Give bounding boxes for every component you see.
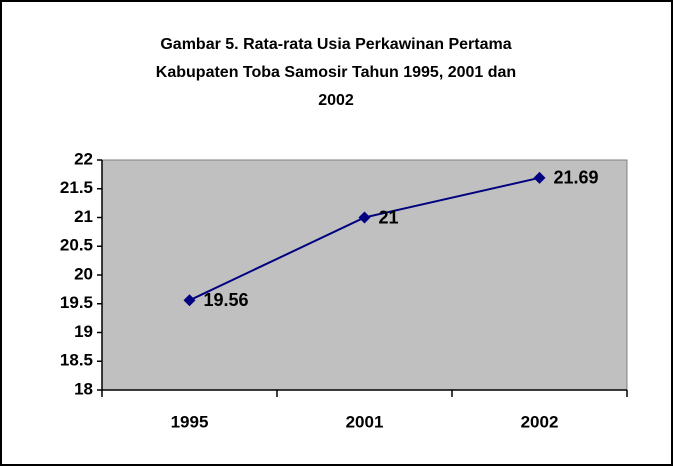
data-label: 21.69 — [554, 168, 599, 188]
marker — [358, 211, 371, 224]
data-label: 21 — [379, 207, 399, 227]
y-tick-label: 22 — [74, 149, 93, 168]
marker — [183, 294, 196, 307]
x-tick-label: 2001 — [346, 412, 384, 431]
y-tick-label: 19 — [74, 322, 93, 341]
y-tick-label: 18.5 — [60, 351, 93, 370]
y-tick-label: 21.5 — [60, 178, 93, 197]
chart-title: Kabupaten Toba Samosir Tahun 1995, 2001 … — [156, 64, 516, 81]
chart-title: Gambar 5. Rata-rata Usia Perkawinan Pert… — [160, 36, 511, 53]
y-tick-label: 20.5 — [60, 236, 93, 255]
y-tick-label: 21 — [74, 207, 93, 226]
y-tick-label: 20 — [74, 264, 93, 283]
marker — [533, 171, 546, 184]
y-tick-label: 18 — [74, 379, 93, 398]
data-label: 19.56 — [204, 290, 249, 310]
chart-title: 2002 — [318, 92, 354, 109]
x-tick-label: 1995 — [171, 412, 209, 431]
x-tick-label: 2002 — [521, 412, 559, 431]
y-tick-label: 19.5 — [60, 293, 93, 312]
plot-area — [101, 159, 628, 391]
